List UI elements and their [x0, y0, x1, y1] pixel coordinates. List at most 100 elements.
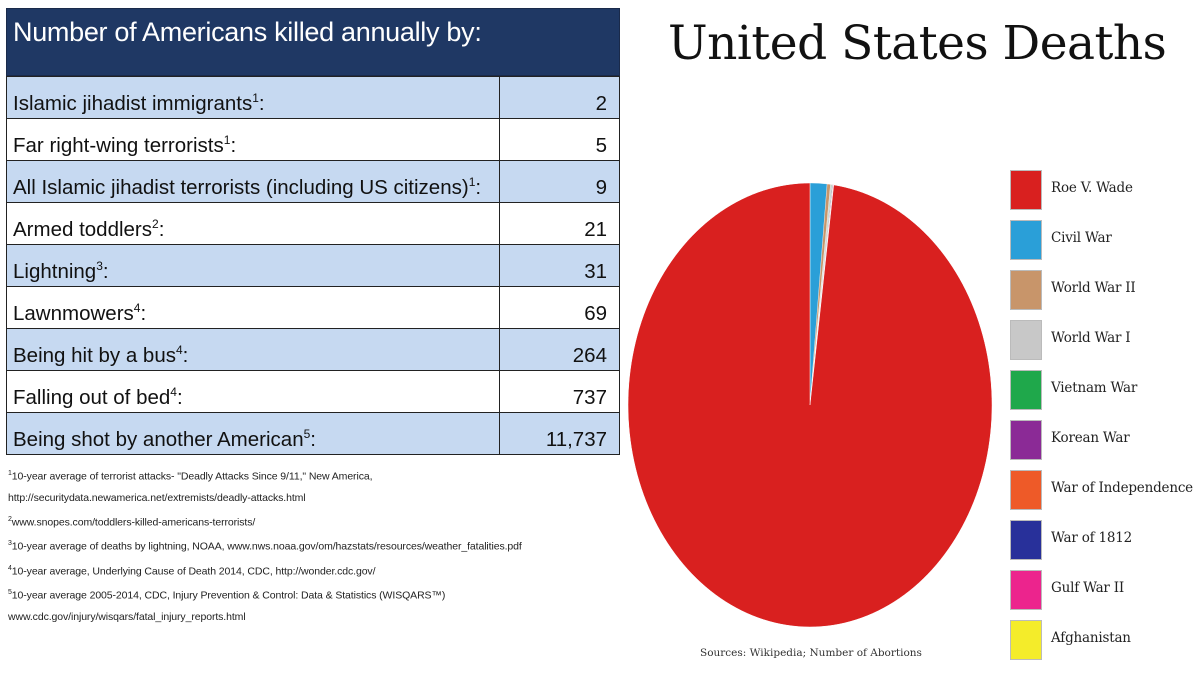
legend-item: World War II: [1010, 270, 1195, 310]
legend-swatch: [1010, 520, 1042, 560]
row-label-cell: Being hit by a bus4:: [6, 328, 500, 371]
legend-item: Civil War: [1010, 220, 1195, 260]
row-value: 264: [499, 328, 620, 371]
row-value: 69: [499, 286, 620, 329]
legend-swatch: [1010, 220, 1042, 260]
legend-label: Vietnam War: [1051, 380, 1138, 396]
statistics-table-panel: Number of Americans killed annually by: …: [6, 8, 620, 628]
footnote-number: 1: [8, 470, 12, 477]
row-label-cell: Lightning3:: [6, 244, 500, 287]
row-label-cell: Far right-wing terrorists1:: [6, 118, 500, 161]
table-row: Armed toddlers2: 21: [6, 202, 620, 245]
row-label-cell: Lawnmowers4:: [6, 286, 500, 329]
legend-item: War of 1812: [1010, 520, 1195, 560]
footnotes: 110-year average of terrorist attacks- "…: [6, 463, 620, 628]
row-label: Armed toddlers: [13, 218, 153, 241]
table-row: Being shot by another American5: 11,737: [6, 412, 620, 455]
pie-slice-roe-v-wade: [627, 182, 993, 628]
legend-label: Civil War: [1051, 230, 1112, 246]
table-row: Islamic jihadist immigrants1: 2: [6, 76, 620, 119]
footnote-ref: 3: [96, 259, 103, 274]
footnote-number: 3: [8, 540, 12, 547]
row-label: Being hit by a bus: [13, 344, 176, 367]
footnote-text: http://securitydata.newamerica.net/extre…: [8, 491, 306, 504]
footnote-ref: 4: [175, 343, 183, 358]
row-value: 11,737: [499, 412, 620, 455]
footnote-line: 2www.snopes.com/toddlers-killed-american…: [8, 509, 620, 534]
legend-label: Roe V. Wade: [1051, 180, 1133, 196]
row-label: Lawnmowers: [13, 302, 134, 325]
legend-label: World War II: [1051, 280, 1136, 296]
footnote-ref: 2: [152, 217, 159, 232]
legend-label: War of 1812: [1051, 530, 1133, 546]
row-label: All Islamic jihadist terrorists (includi…: [13, 176, 469, 199]
legend-swatch: [1010, 620, 1042, 660]
pie-chart-title: United States Deaths: [668, 16, 1167, 71]
row-label: Lightning: [13, 260, 97, 283]
footnote-line: 310-year average of deaths by lightning,…: [8, 533, 620, 558]
table-row: Lawnmowers4: 69: [6, 286, 620, 329]
legend-swatch: [1010, 420, 1042, 460]
legend-item: Gulf War II: [1010, 570, 1195, 610]
row-label-cell: Armed toddlers2:: [6, 202, 500, 245]
row-label: Falling out of bed: [13, 386, 171, 409]
table-row: All Islamic jihadist terrorists (includi…: [6, 160, 620, 203]
row-label-cell: Being shot by another American5:: [6, 412, 500, 455]
footnote-number: 4: [8, 564, 12, 572]
legend-item: World War I: [1010, 320, 1195, 360]
row-label: Islamic jihadist immigrants: [13, 92, 253, 115]
row-value: 2: [499, 76, 620, 119]
footnote-line: 510-year average 2005-2014, CDC, Injury …: [8, 582, 620, 607]
row-label-cell: All Islamic jihadist terrorists (includi…: [6, 160, 500, 203]
legend-label: Gulf War II: [1051, 580, 1125, 596]
row-label: Being shot by another American: [13, 428, 304, 451]
footnote-number: 2: [8, 515, 12, 523]
footnote-text: 10-year average 2005-2014, CDC, Injury P…: [11, 589, 446, 602]
footnote-line: 110-year average of terrorist attacks- "…: [8, 463, 620, 488]
table-row: Far right-wing terrorists1: 5: [6, 118, 620, 161]
legend-label: Afghanistan: [1051, 630, 1131, 646]
footnote-text: 10-year average of deaths by lightning, …: [11, 540, 522, 553]
table-title: Number of Americans killed annually by:: [6, 8, 620, 76]
legend-label: War of Independence: [1051, 480, 1193, 496]
footnote-ref: 4: [133, 301, 141, 316]
deaths-table: Islamic jihadist immigrants1: 2 Far right-…: [6, 76, 620, 455]
footnote-number: 5: [8, 589, 12, 596]
row-label-cell: Falling out of bed4:: [6, 370, 500, 413]
row-value: 737: [499, 370, 620, 413]
legend-label: World War I: [1051, 330, 1131, 346]
legend-swatch: [1010, 320, 1042, 360]
footnote-ref: 1: [468, 175, 476, 190]
legend-swatch: [1010, 270, 1042, 310]
row-value: 31: [499, 244, 620, 287]
legend-item: Vietnam War: [1010, 370, 1195, 410]
footnote-ref: 1: [252, 91, 259, 106]
footnote-ref: 1: [223, 133, 231, 148]
legend-swatch: [1010, 470, 1042, 510]
footnote-line: http://securitydata.newamerica.net/extre…: [8, 488, 620, 509]
pie-chart: [627, 182, 993, 628]
legend-swatch: [1010, 170, 1042, 210]
legend-item: Roe V. Wade: [1010, 170, 1195, 210]
footnote-text: 10-year average, Underlying Cause of Dea…: [11, 565, 376, 577]
legend-swatch: [1010, 370, 1042, 410]
legend-swatch: [1010, 570, 1042, 610]
table-row: Being hit by a bus4: 264: [6, 328, 620, 371]
legend-item: Korean War: [1010, 420, 1195, 460]
footnote-ref: 5: [303, 427, 311, 442]
footnote-text: www.snopes.com/toddlers-killed-americans…: [11, 516, 256, 528]
row-value: 21: [499, 202, 620, 245]
legend-item: Afghanistan: [1010, 620, 1195, 660]
footnote-line: www.cdc.gov/injury/wisqars/fatal_injury_…: [8, 607, 620, 628]
table-row: Lightning3: 31: [6, 244, 620, 287]
footnote-ref: 4: [170, 385, 177, 400]
footnote-text: 10-year average of terrorist attacks- "D…: [11, 470, 373, 483]
table-row: Falling out of bed4: 737: [6, 370, 620, 413]
footnote-text: www.cdc.gov/injury/wisqars/fatal_injury_…: [8, 610, 246, 623]
legend-item: War of Independence: [1010, 470, 1195, 510]
row-value: 5: [499, 118, 620, 161]
row-label-cell: Islamic jihadist immigrants1:: [6, 76, 500, 119]
pie-source: Sources: Wikipedia; Number of Abortions: [700, 647, 922, 659]
row-value: 9: [499, 160, 620, 203]
footnote-line: 410-year average, Underlying Cause of De…: [8, 558, 620, 583]
